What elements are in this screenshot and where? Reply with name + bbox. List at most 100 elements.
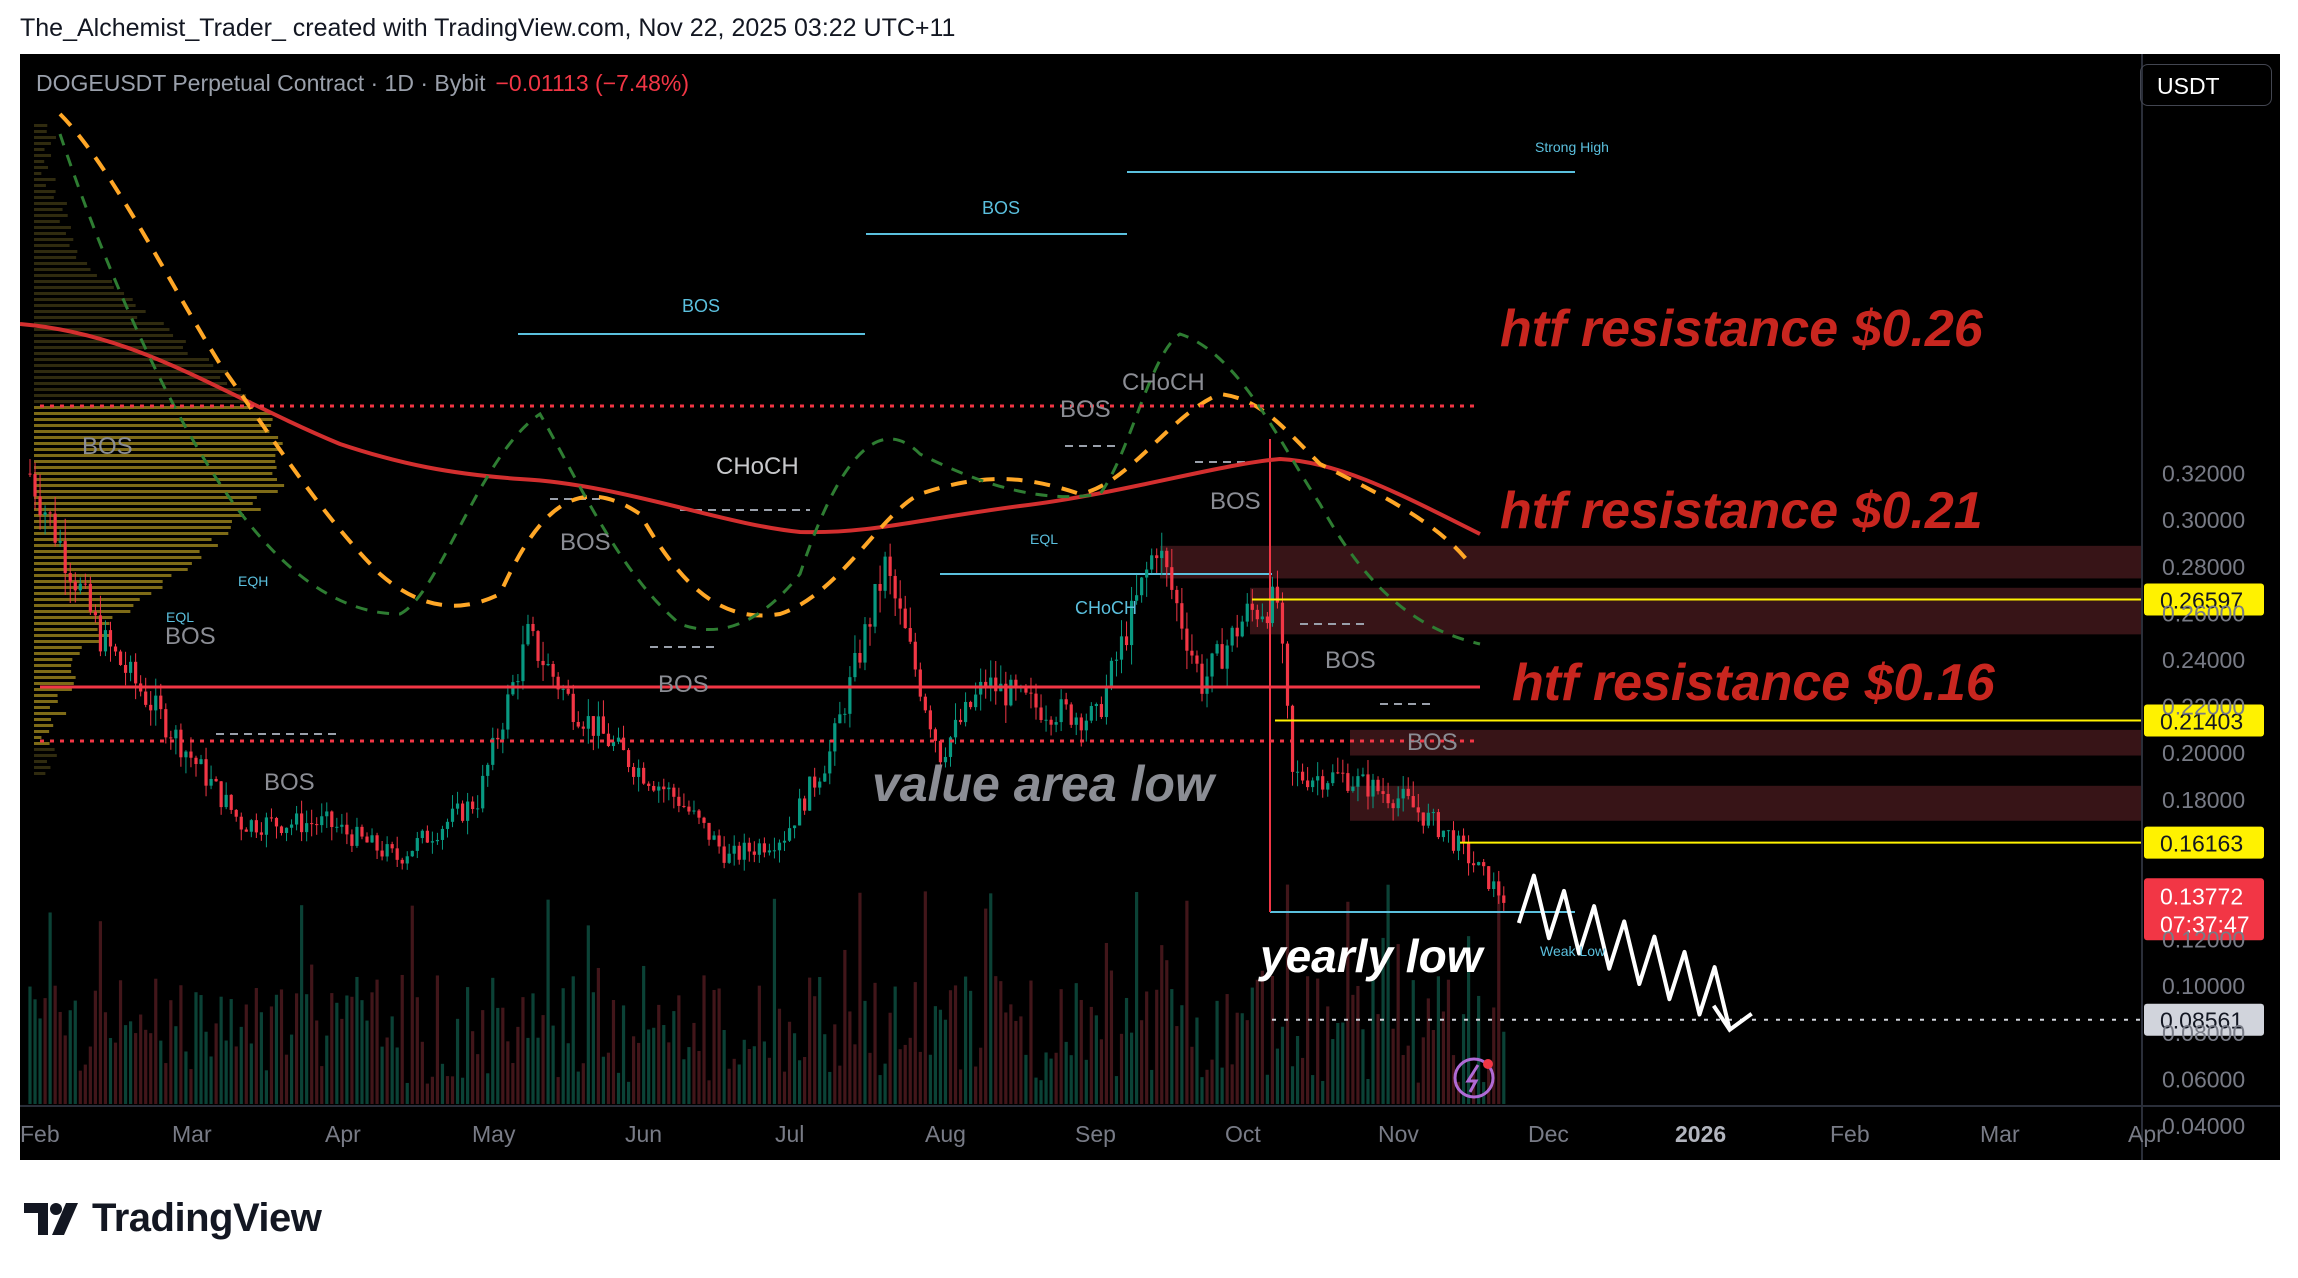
volume-bar <box>1386 884 1390 1104</box>
bos-label: BOS <box>1407 729 1458 756</box>
volume-bar <box>1160 945 1164 1104</box>
candle-body <box>1109 660 1114 687</box>
volume-bar <box>767 1057 772 1104</box>
volume-bar <box>1185 900 1189 1104</box>
volume-bar <box>234 1046 238 1104</box>
profile-bin <box>34 262 88 265</box>
price-axis[interactable]: 0.32000 0.30000 0.28000 0.26000 0.24000 0.220… <box>2141 54 2245 1160</box>
volume-bar <box>405 1082 409 1104</box>
profile-bin <box>34 652 80 655</box>
tradingview-logo[interactable]: TradingView <box>24 1196 322 1241</box>
candle-body <box>1300 771 1305 781</box>
candle-body <box>521 644 525 682</box>
htf-resistance-016-label: htf resistance $0.16 <box>1512 654 1996 712</box>
volume-bar <box>1366 1078 1370 1104</box>
candle-body <box>1170 567 1174 590</box>
candle-body <box>1049 719 1053 725</box>
candle-body <box>425 830 429 843</box>
candle-body <box>642 767 646 784</box>
volume-bar <box>1175 1026 1179 1104</box>
candle-body <box>1371 779 1375 797</box>
volume-bar <box>1225 994 1229 1104</box>
volume-bar <box>1170 989 1174 1104</box>
volume-bar <box>1316 978 1320 1104</box>
candle-body <box>1114 659 1119 661</box>
price-label-tag <box>2144 704 2264 737</box>
time-axis[interactable]: Feb Mar Apr May Jun Jul Aug Sep Oct Nov Dec 2026 Feb… <box>20 1105 2280 1147</box>
volume-bar <box>1285 884 1290 1104</box>
choch-label: CHoCH <box>1075 598 1137 618</box>
profile-bin <box>34 412 274 415</box>
volume-bar <box>1200 1077 1204 1104</box>
volume-bar <box>928 1054 932 1104</box>
volume-bar <box>626 1081 631 1104</box>
volume-bar <box>606 1052 611 1104</box>
candle-body <box>516 681 520 683</box>
candle-body <box>541 660 545 666</box>
profile-bin <box>34 670 72 673</box>
volume-bar <box>913 982 917 1104</box>
profile-bin <box>34 538 212 541</box>
volume-bar <box>1029 980 1033 1104</box>
volume-bar <box>632 1036 636 1104</box>
volume-bar <box>466 987 470 1104</box>
profile-bin <box>34 718 52 721</box>
volume-bar <box>164 1063 168 1104</box>
currency-button[interactable]: USDT <box>2140 64 2272 106</box>
volume-bar <box>667 1042 671 1104</box>
symbol-name[interactable]: DOGEUSDT Perpetual Contract · 1D · Bybit <box>36 70 486 96</box>
candle-body <box>903 608 907 629</box>
volume-bar <box>390 1016 394 1104</box>
candle-body <box>1250 603 1254 610</box>
price-label-tag <box>2144 826 2264 859</box>
candle-body <box>591 716 595 736</box>
candle-body <box>808 776 812 811</box>
profile-bin <box>34 436 279 439</box>
candle-body <box>682 805 686 807</box>
price-chart[interactable]: 0.26597 0.21403 0.16163 0.08561 0.1377207:37… <box>20 54 2280 1160</box>
candle-body <box>883 556 887 591</box>
volume-bar <box>1326 1006 1330 1104</box>
volume-bars <box>28 884 1506 1104</box>
replay-icon[interactable] <box>1453 1057 1495 1099</box>
profile-bin <box>34 268 91 271</box>
bos-label: BOS <box>1060 396 1111 423</box>
profile-bin <box>34 250 78 253</box>
candle-body <box>1004 683 1008 706</box>
profile-bin <box>34 358 210 361</box>
candle-body <box>174 729 178 739</box>
candle-body <box>1431 812 1435 814</box>
candle-body <box>1391 803 1395 809</box>
profile-bin <box>34 148 45 151</box>
volume-bar <box>83 1064 87 1104</box>
candle-body <box>712 835 716 840</box>
volume-bar <box>259 1012 263 1104</box>
volume-bar <box>410 905 414 1104</box>
profile-bin <box>34 712 67 715</box>
chart-frame[interactable]: 0.26597 0.21403 0.16163 0.08561 0.13772 07:37… <box>20 54 2280 1160</box>
brand-name: TradingView <box>92 1196 322 1240</box>
volume-bar <box>320 1066 324 1104</box>
volume-bar <box>315 1020 319 1104</box>
candle-body <box>239 816 243 830</box>
candle-body <box>118 651 123 665</box>
volume-bar <box>1140 1020 1144 1104</box>
volume-bar <box>239 1026 243 1104</box>
volume-bar <box>189 1069 193 1104</box>
candle-body <box>606 733 611 747</box>
volume-bar <box>184 1051 188 1104</box>
volume-bar <box>370 992 374 1104</box>
volume-bar <box>1426 998 1430 1104</box>
candle-body <box>928 710 932 730</box>
candle-body <box>294 813 299 825</box>
volume-bar <box>787 1021 792 1104</box>
time-tick-label: Dec <box>1528 1121 1569 1147</box>
profile-bin <box>34 256 77 259</box>
volume-bar <box>305 994 309 1104</box>
profile-bin <box>34 544 218 547</box>
volume-bar <box>536 1037 540 1104</box>
volume-bar <box>828 1071 832 1104</box>
volume-bar <box>48 912 52 1104</box>
candle-body <box>692 810 696 812</box>
volume-bar <box>813 996 817 1104</box>
